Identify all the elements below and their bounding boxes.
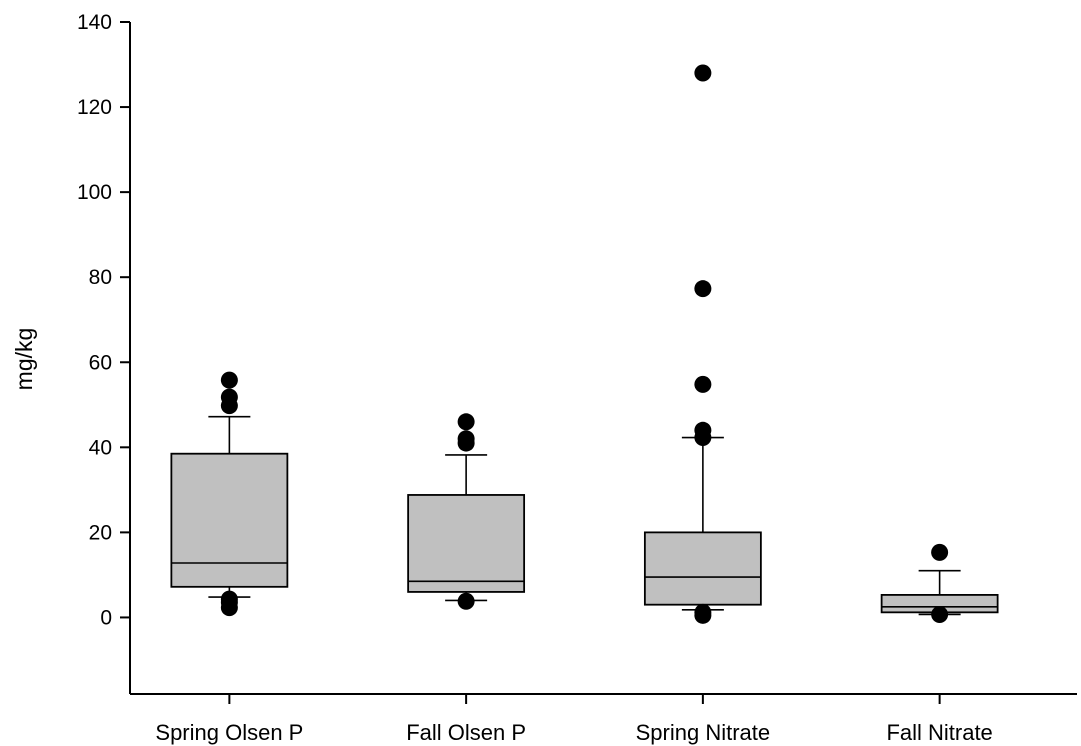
y-tick-label: 80 bbox=[89, 266, 112, 289]
y-tick-label: 40 bbox=[89, 436, 112, 459]
outlier-point bbox=[694, 64, 712, 82]
box-group bbox=[407, 413, 526, 610]
y-axis: 0 20 40 60 80 100 120 140 bbox=[77, 11, 130, 629]
outlier-point bbox=[694, 280, 712, 298]
y-tick-label: 60 bbox=[89, 351, 112, 374]
outlier-point bbox=[931, 543, 949, 561]
y-tick-label: 20 bbox=[89, 521, 112, 544]
x-tick-label: Spring Nitrate bbox=[636, 720, 771, 745]
outlier-point bbox=[220, 371, 238, 389]
box-body bbox=[643, 531, 762, 606]
outlier-point bbox=[694, 603, 712, 621]
y-tick-label: 120 bbox=[77, 96, 112, 119]
y-axis-title: mg/kg bbox=[11, 328, 37, 391]
x-tick-label: Fall Olsen P bbox=[406, 720, 526, 745]
x-tick-label: Spring Olsen P bbox=[155, 720, 303, 745]
outlier-point bbox=[694, 421, 712, 439]
outlier-point bbox=[457, 413, 475, 431]
outlier-point bbox=[220, 388, 238, 406]
y-tick-label: 140 bbox=[77, 11, 112, 34]
box-group bbox=[643, 64, 762, 624]
boxes bbox=[170, 64, 999, 624]
outlier-point bbox=[457, 430, 475, 448]
outlier-point bbox=[457, 592, 475, 610]
x-tick-label: Fall Nitrate bbox=[886, 720, 992, 745]
y-tick-label: 0 bbox=[100, 606, 112, 629]
outlier-point bbox=[220, 590, 238, 608]
x-axis: Spring Olsen P Fall Olsen P Spring Nitrate… bbox=[155, 694, 993, 745]
box-body bbox=[407, 494, 526, 593]
outlier-point bbox=[694, 375, 712, 393]
box-body bbox=[170, 452, 289, 588]
y-tick-label: 100 bbox=[77, 181, 112, 204]
box-group bbox=[170, 371, 289, 617]
outlier-point bbox=[931, 605, 949, 623]
plot-frame bbox=[129, 22, 1077, 695]
box-group bbox=[880, 543, 999, 623]
